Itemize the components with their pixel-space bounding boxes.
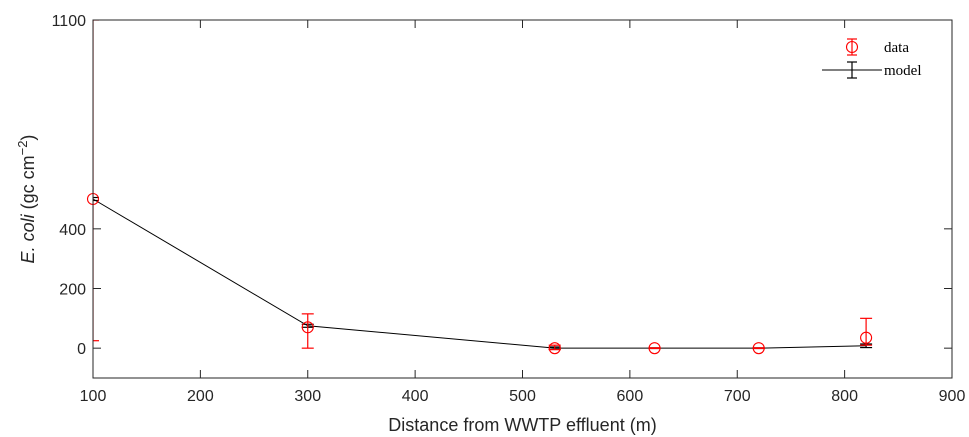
y-axis-label-units: (gc cm — [18, 155, 38, 214]
x-tick-label: 200 — [187, 388, 214, 405]
data-point — [752, 342, 765, 355]
data-errorbar — [93, 20, 99, 342]
x-tick-label: 800 — [831, 388, 858, 405]
x-tick-label: 700 — [724, 388, 751, 405]
legend: data model — [822, 38, 922, 79]
y-axis-label-exponent: −2 — [15, 141, 30, 156]
x-axis-label: Distance from WWTP effluent (m) — [388, 415, 656, 435]
x-tick-label: 400 — [402, 388, 429, 405]
data-point — [548, 342, 561, 355]
data-point — [301, 321, 314, 334]
x-axis: 100 200 300 400 500 600 700 800 900 — [80, 20, 966, 405]
x-tick-label: 900 — [939, 388, 966, 405]
data-errorbar — [648, 347, 661, 350]
plot-area — [86, 20, 873, 355]
x-tick-label: 600 — [617, 388, 644, 405]
model-line — [92, 198, 867, 349]
y-tick-label: 400 — [59, 222, 86, 239]
legend-model-label: model — [884, 63, 922, 79]
y-axis-label-species: E. coli — [18, 213, 38, 263]
y-axis: 0 200 400 1100 — [52, 13, 952, 358]
y-axis-label-close: ) — [18, 135, 38, 141]
model-errorbar — [93, 196, 99, 202]
data-errorbar — [752, 347, 765, 350]
data-errorbar — [301, 313, 314, 349]
y-tick-label: 0 — [77, 341, 86, 358]
x-tick-label: 300 — [294, 388, 321, 405]
y-axis-label: E. coli (gc cm−2) — [15, 135, 39, 264]
legend-data-label: data — [884, 40, 909, 56]
y-tick-label: 1100 — [52, 13, 87, 30]
x-tick-label: 100 — [80, 388, 107, 405]
y-tick-label: 200 — [59, 282, 86, 299]
data-point — [648, 342, 661, 355]
data-point — [860, 331, 873, 344]
x-tick-label: 500 — [509, 388, 536, 405]
legend-data-marker — [845, 40, 859, 54]
